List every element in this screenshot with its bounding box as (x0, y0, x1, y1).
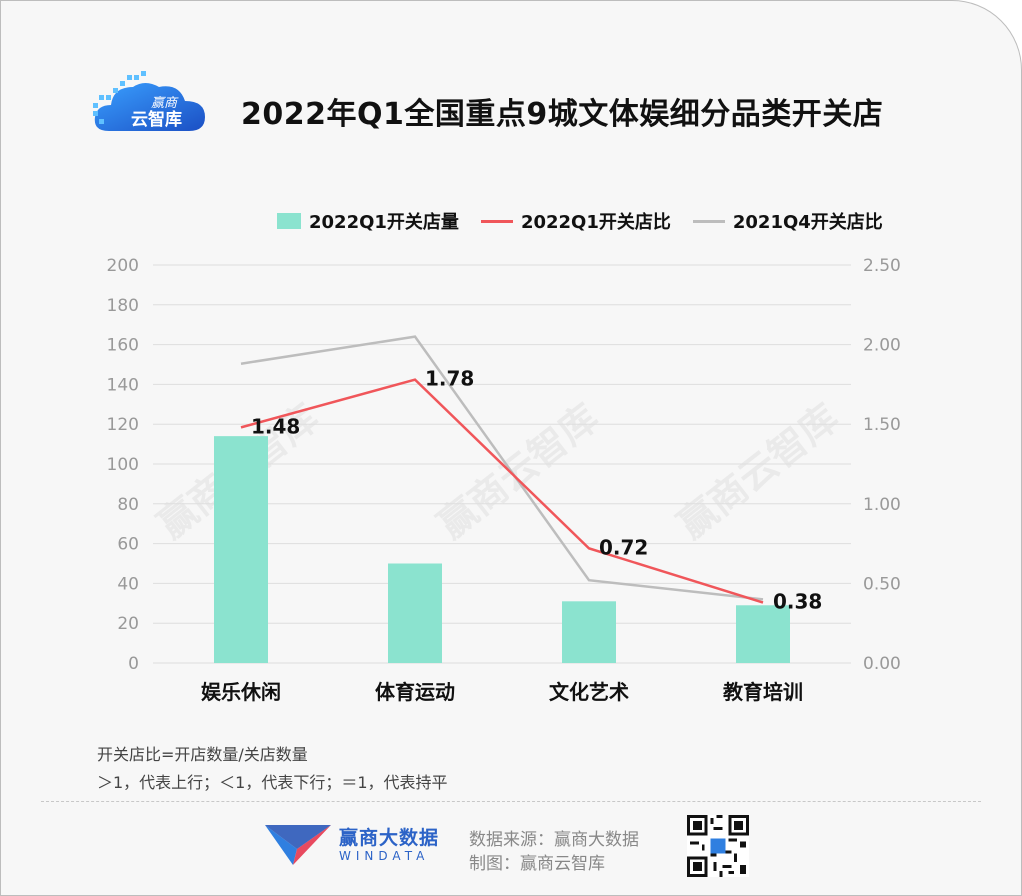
windata-logo-icon (265, 825, 331, 865)
data-label: 1.78 (425, 367, 474, 391)
right-axis-tick-label: 2.50 (863, 256, 901, 276)
category-label: 娱乐休闲 (201, 680, 281, 704)
svg-text:云智库: 云智库 (131, 109, 182, 130)
legend-line1-label: 2022Q1开关店比 (520, 212, 671, 233)
left-axis-tick-label: 100 (107, 455, 139, 475)
line-2022q1-ratio (240, 378, 764, 604)
legend: 2022Q1开关店量 2022Q1开关店比 2021Q4开关店比 (277, 207, 883, 235)
left-axis-tick-label: 140 (107, 375, 139, 395)
left-axis-tick-label: 0 (128, 654, 139, 674)
legend-line1-swatch (480, 219, 513, 223)
right-axis-tick-label: 1.50 (863, 415, 901, 435)
left-axis-tick-label: 160 (107, 336, 139, 356)
yingshang-cloud-logo: 赢商 云智库 (93, 71, 205, 131)
legend-item-bar: 2022Q1开关店量 (277, 208, 459, 234)
legend-item-line2: 2021Q4开关店比 (692, 208, 883, 234)
left-axis-tick-label: 80 (117, 495, 139, 515)
left-axis-tick-label: 60 (117, 535, 139, 555)
bar (736, 605, 790, 663)
qr-code-icon (687, 815, 749, 877)
right-axis-tick-label: 0.00 (863, 654, 901, 674)
left-axis-tick-label: 200 (107, 256, 139, 276)
category-label: 体育运动 (375, 680, 455, 704)
bar (388, 563, 442, 663)
legend-line2-swatch (692, 219, 725, 223)
right-axis-tick-label: 1.00 (863, 495, 901, 515)
chart-title: 2022年Q1全国重点9城文体娱细分品类开关店 (241, 97, 884, 132)
bar (214, 436, 268, 663)
svg-text:赢商: 赢商 (151, 95, 179, 111)
left-axis-tick-label: 20 (117, 614, 139, 634)
chart-svg: 0 20 40 60 80 100 120 140 160 180 200 0.00 0.50 1.00 1… (107, 256, 901, 704)
legend-bar-label: 2022Q1开关店量 (309, 212, 459, 233)
data-label: 0.38 (773, 590, 822, 614)
left-axis-tick-label: 120 (107, 415, 139, 435)
legend-line2-label: 2021Q4开关店比 (732, 212, 883, 233)
legend-bar-swatch (277, 213, 301, 229)
legend-item-line1: 2022Q1开关店比 (480, 208, 671, 234)
data-source: 数据来源：赢商大数据 (469, 830, 639, 850)
windata-brand-en: WINDATA (339, 849, 430, 863)
footer-divider (41, 801, 981, 802)
data-label: 1.48 (251, 414, 300, 438)
windata-brand-cn: 赢商大数据 (339, 827, 440, 849)
category-label: 文化艺术 (549, 680, 629, 704)
bar (562, 601, 616, 663)
category-label: 教育培训 (723, 680, 803, 704)
note-formula: 开关店比=开店数量/关店数量 (97, 745, 308, 764)
line-2021q4-ratio (240, 335, 764, 601)
data-label: 0.72 (599, 535, 648, 559)
note-explanation: ＞1，代表上行；＜1，代表下行；＝1，代表持平 (97, 773, 448, 792)
left-axis-tick-label: 180 (107, 296, 139, 316)
right-axis-tick-label: 0.50 (863, 574, 901, 594)
right-axis-tick-label: 2.00 (863, 336, 901, 356)
left-axis-tick-label: 40 (117, 574, 139, 594)
chart-maker: 制图：赢商云智库 (469, 854, 605, 874)
